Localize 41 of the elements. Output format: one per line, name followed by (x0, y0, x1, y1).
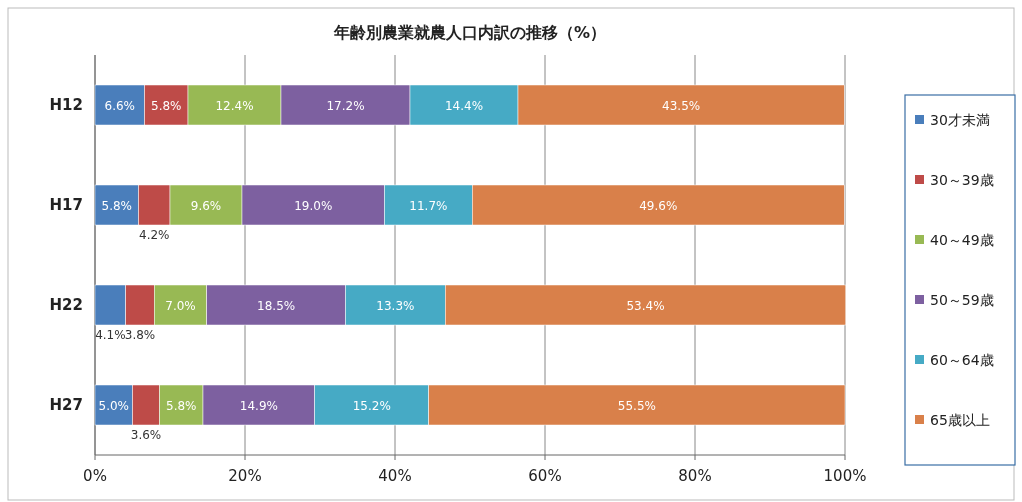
y-tick-label: H27 (49, 396, 83, 414)
data-label: 7.0% (165, 299, 196, 313)
data-label: 5.8% (166, 399, 197, 413)
data-label: 4.2% (139, 228, 170, 242)
x-tick-label: 20% (228, 467, 262, 485)
x-tick-label: 0% (83, 467, 107, 485)
legend-label: 30才未満 (930, 112, 990, 128)
data-label: 9.6% (190, 199, 222, 213)
data-label: 43.5% (662, 99, 701, 113)
x-tick-label: 100% (823, 467, 867, 485)
data-label: 19.0% (294, 199, 333, 213)
data-label: 5.8% (101, 199, 132, 213)
data-label: 3.8% (124, 328, 156, 342)
data-label: 53.4% (626, 299, 665, 313)
data-label: 6.6% (104, 99, 135, 113)
legend-label: 50～59歳 (930, 292, 994, 308)
data-label: 55.5% (617, 399, 656, 413)
legend-label: 40～49歳 (930, 232, 994, 248)
data-label: 5.8% (151, 99, 182, 113)
data-label: 13.3% (376, 299, 415, 313)
chart-title: 年齢別農業就農人口内訳の推移（%） (332, 23, 607, 42)
data-label: 17.2% (326, 99, 365, 113)
data-label: 49.6% (639, 199, 678, 213)
data-label: 14.4% (444, 99, 484, 113)
data-label: 14.9% (239, 399, 278, 413)
data-label: 3.6% (130, 428, 162, 442)
data-label: 18.5% (257, 299, 296, 313)
data-label: 11.7% (409, 199, 448, 213)
y-tick-label: H17 (49, 196, 83, 214)
y-tick-label: H12 (49, 96, 83, 114)
x-tick-label: 80% (678, 467, 712, 485)
legend-label: 30～39歳 (930, 172, 994, 188)
x-tick-label: 40% (378, 467, 412, 485)
data-label: 5.0% (98, 399, 129, 413)
data-label: 4.1% (95, 328, 126, 342)
data-label: 12.4% (215, 99, 254, 113)
y-tick-label: H22 (49, 296, 83, 314)
legend-label: 60～64歳 (930, 352, 994, 368)
data-label: 15.2% (352, 399, 391, 413)
x-tick-label: 60% (528, 467, 562, 485)
legend-label: 65歳以上 (930, 412, 990, 428)
